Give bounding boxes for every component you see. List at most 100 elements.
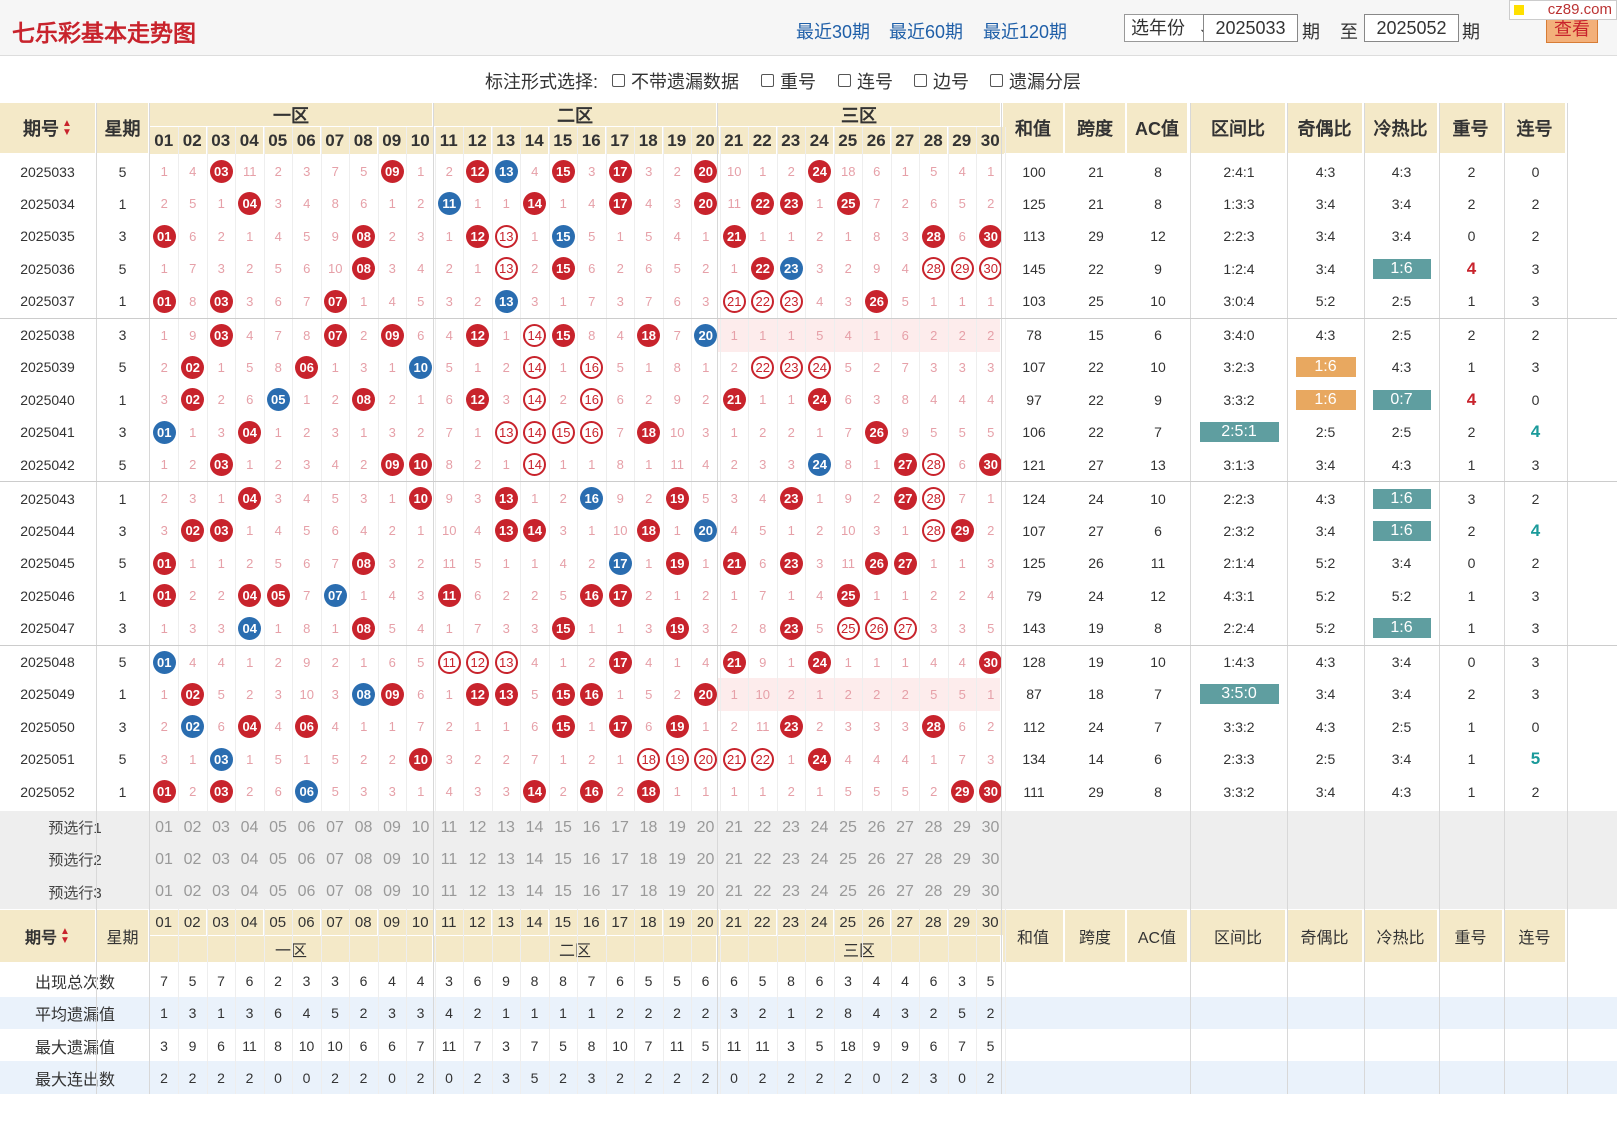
preselect-number[interactable]: 18 bbox=[639, 883, 658, 901]
preselect-number[interactable]: 08 bbox=[354, 883, 373, 901]
preselect-number[interactable]: 12 bbox=[468, 850, 487, 868]
preselect-number[interactable]: 14 bbox=[525, 883, 544, 901]
preselect-number[interactable]: 01 bbox=[155, 883, 173, 901]
preselect-number[interactable]: 20 bbox=[696, 883, 715, 901]
checkbox-icon[interactable] bbox=[761, 74, 774, 87]
option-repeat[interactable]: 重号 bbox=[761, 68, 816, 94]
preselect-number[interactable]: 22 bbox=[753, 883, 772, 901]
preselect-number[interactable]: 22 bbox=[753, 850, 772, 868]
preselect-number[interactable]: 05 bbox=[269, 850, 287, 868]
option-missing-layer[interactable]: 遗漏分层 bbox=[990, 68, 1081, 94]
preselect-number[interactable]: 24 bbox=[810, 883, 829, 901]
preselect-number[interactable]: 19 bbox=[668, 883, 686, 901]
preselect-number[interactable]: 03 bbox=[212, 850, 230, 868]
preselect-number[interactable]: 20 bbox=[696, 818, 715, 836]
preselect-number[interactable]: 26 bbox=[867, 818, 886, 836]
preselect-number[interactable]: 01 bbox=[155, 818, 173, 836]
preselect-number[interactable]: 12 bbox=[468, 883, 487, 901]
preselect-number[interactable]: 24 bbox=[810, 850, 829, 868]
preselect-number[interactable]: 25 bbox=[839, 818, 857, 836]
preselect-number[interactable]: 11 bbox=[440, 850, 458, 868]
preselect-number[interactable]: 18 bbox=[639, 818, 658, 836]
preselect-number[interactable]: 10 bbox=[411, 818, 430, 836]
preselect-number[interactable]: 17 bbox=[611, 850, 629, 868]
preselect-number[interactable]: 09 bbox=[383, 850, 401, 868]
preselect-number[interactable]: 21 bbox=[725, 883, 743, 901]
preselect-number[interactable]: 16 bbox=[582, 883, 601, 901]
preselect-number[interactable]: 05 bbox=[269, 883, 287, 901]
preselect-number[interactable]: 13 bbox=[497, 850, 515, 868]
preselect-number[interactable]: 29 bbox=[953, 883, 971, 901]
preselect-number[interactable]: 16 bbox=[582, 850, 601, 868]
preselect-number[interactable]: 05 bbox=[269, 818, 287, 836]
preselect-number[interactable]: 17 bbox=[611, 818, 629, 836]
checkbox-icon[interactable] bbox=[838, 74, 851, 87]
preselect-number[interactable]: 18 bbox=[639, 850, 658, 868]
preselect-number[interactable]: 30 bbox=[981, 818, 1000, 836]
preselect-number[interactable]: 30 bbox=[981, 883, 1000, 901]
from-issue-input[interactable]: 2025033 bbox=[1203, 14, 1298, 42]
preselect-number[interactable]: 02 bbox=[183, 850, 202, 868]
preselect-number[interactable]: 27 bbox=[896, 883, 914, 901]
bottom-issue-header[interactable]: 期号 ▲ ▼ bbox=[0, 910, 95, 963]
preselect-number[interactable]: 28 bbox=[924, 818, 943, 836]
preselect-row[interactable]: 预选行1 01 02 03 04 05 06 07 08 09 10 11 12 13 14 15 16 17 18… bbox=[0, 811, 1617, 844]
recent-30-link[interactable]: 最近30期 bbox=[796, 22, 871, 42]
preselect-number[interactable]: 04 bbox=[240, 818, 259, 836]
preselect-number[interactable]: 07 bbox=[326, 818, 344, 836]
option-consecutive[interactable]: 连号 bbox=[838, 68, 893, 94]
preselect-number[interactable]: 10 bbox=[411, 850, 430, 868]
preselect-number[interactable]: 14 bbox=[525, 850, 544, 868]
preselect-number[interactable]: 19 bbox=[668, 850, 686, 868]
preselect-number[interactable]: 08 bbox=[354, 818, 373, 836]
col-issue-header[interactable]: 期号 ▲ ▼ bbox=[0, 103, 95, 153]
to-issue-input[interactable]: 2025052 bbox=[1364, 14, 1459, 42]
preselect-number[interactable]: 23 bbox=[782, 850, 800, 868]
preselect-number[interactable]: 24 bbox=[810, 818, 829, 836]
preselect-number[interactable]: 10 bbox=[411, 883, 430, 901]
preselect-number[interactable]: 07 bbox=[326, 883, 344, 901]
preselect-number[interactable]: 27 bbox=[896, 850, 914, 868]
preselect-number[interactable]: 03 bbox=[212, 883, 230, 901]
preselect-number[interactable]: 06 bbox=[297, 850, 316, 868]
preselect-number[interactable]: 14 bbox=[525, 818, 544, 836]
query-button[interactable]: 查看 bbox=[1546, 16, 1598, 43]
preselect-number[interactable]: 16 bbox=[582, 818, 601, 836]
preselect-number[interactable]: 11 bbox=[440, 883, 458, 901]
preselect-number[interactable]: 03 bbox=[212, 818, 230, 836]
sort-arrow-icon[interactable]: ▲ ▼ bbox=[62, 118, 72, 138]
option-no-missing[interactable]: 不带遗漏数据 bbox=[612, 68, 739, 94]
preselect-number[interactable]: 17 bbox=[611, 883, 629, 901]
preselect-number[interactable]: 20 bbox=[696, 850, 715, 868]
preselect-number[interactable]: 21 bbox=[725, 818, 743, 836]
preselect-number[interactable]: 23 bbox=[782, 883, 800, 901]
preselect-number[interactable]: 22 bbox=[753, 818, 772, 836]
preselect-number[interactable]: 29 bbox=[953, 850, 971, 868]
sort-arrow-icon[interactable]: ▲ ▼ bbox=[60, 926, 70, 947]
preselect-number[interactable]: 15 bbox=[554, 850, 572, 868]
preselect-number[interactable]: 08 bbox=[354, 850, 373, 868]
preselect-number[interactable]: 25 bbox=[839, 850, 857, 868]
preselect-number[interactable]: 19 bbox=[668, 818, 686, 836]
preselect-number[interactable]: 02 bbox=[183, 818, 202, 836]
checkbox-icon[interactable] bbox=[990, 74, 1003, 87]
checkbox-icon[interactable] bbox=[612, 74, 625, 87]
preselect-number[interactable]: 15 bbox=[554, 818, 572, 836]
preselect-row[interactable]: 预选行3 01 02 03 04 05 06 07 08 09 10 11 12 13 14 15 16 17 18… bbox=[0, 875, 1617, 909]
preselect-number[interactable]: 25 bbox=[839, 883, 857, 901]
preselect-number[interactable]: 13 bbox=[497, 818, 515, 836]
preselect-number[interactable]: 15 bbox=[554, 883, 572, 901]
preselect-number[interactable]: 06 bbox=[297, 883, 316, 901]
preselect-number[interactable]: 09 bbox=[383, 883, 401, 901]
preselect-number[interactable]: 04 bbox=[240, 850, 259, 868]
preselect-number[interactable]: 29 bbox=[953, 818, 971, 836]
preselect-number[interactable]: 11 bbox=[440, 818, 458, 836]
preselect-number[interactable]: 07 bbox=[326, 850, 344, 868]
recent-120-link[interactable]: 最近120期 bbox=[983, 22, 1068, 42]
preselect-row[interactable]: 预选行2 01 02 03 04 05 06 07 08 09 10 11 12 13 14 15 16 17 18… bbox=[0, 843, 1617, 877]
preselect-number[interactable]: 06 bbox=[297, 818, 316, 836]
preselect-number[interactable]: 26 bbox=[867, 850, 886, 868]
preselect-number[interactable]: 04 bbox=[240, 883, 259, 901]
preselect-number[interactable]: 28 bbox=[924, 850, 943, 868]
preselect-number[interactable]: 21 bbox=[725, 850, 743, 868]
